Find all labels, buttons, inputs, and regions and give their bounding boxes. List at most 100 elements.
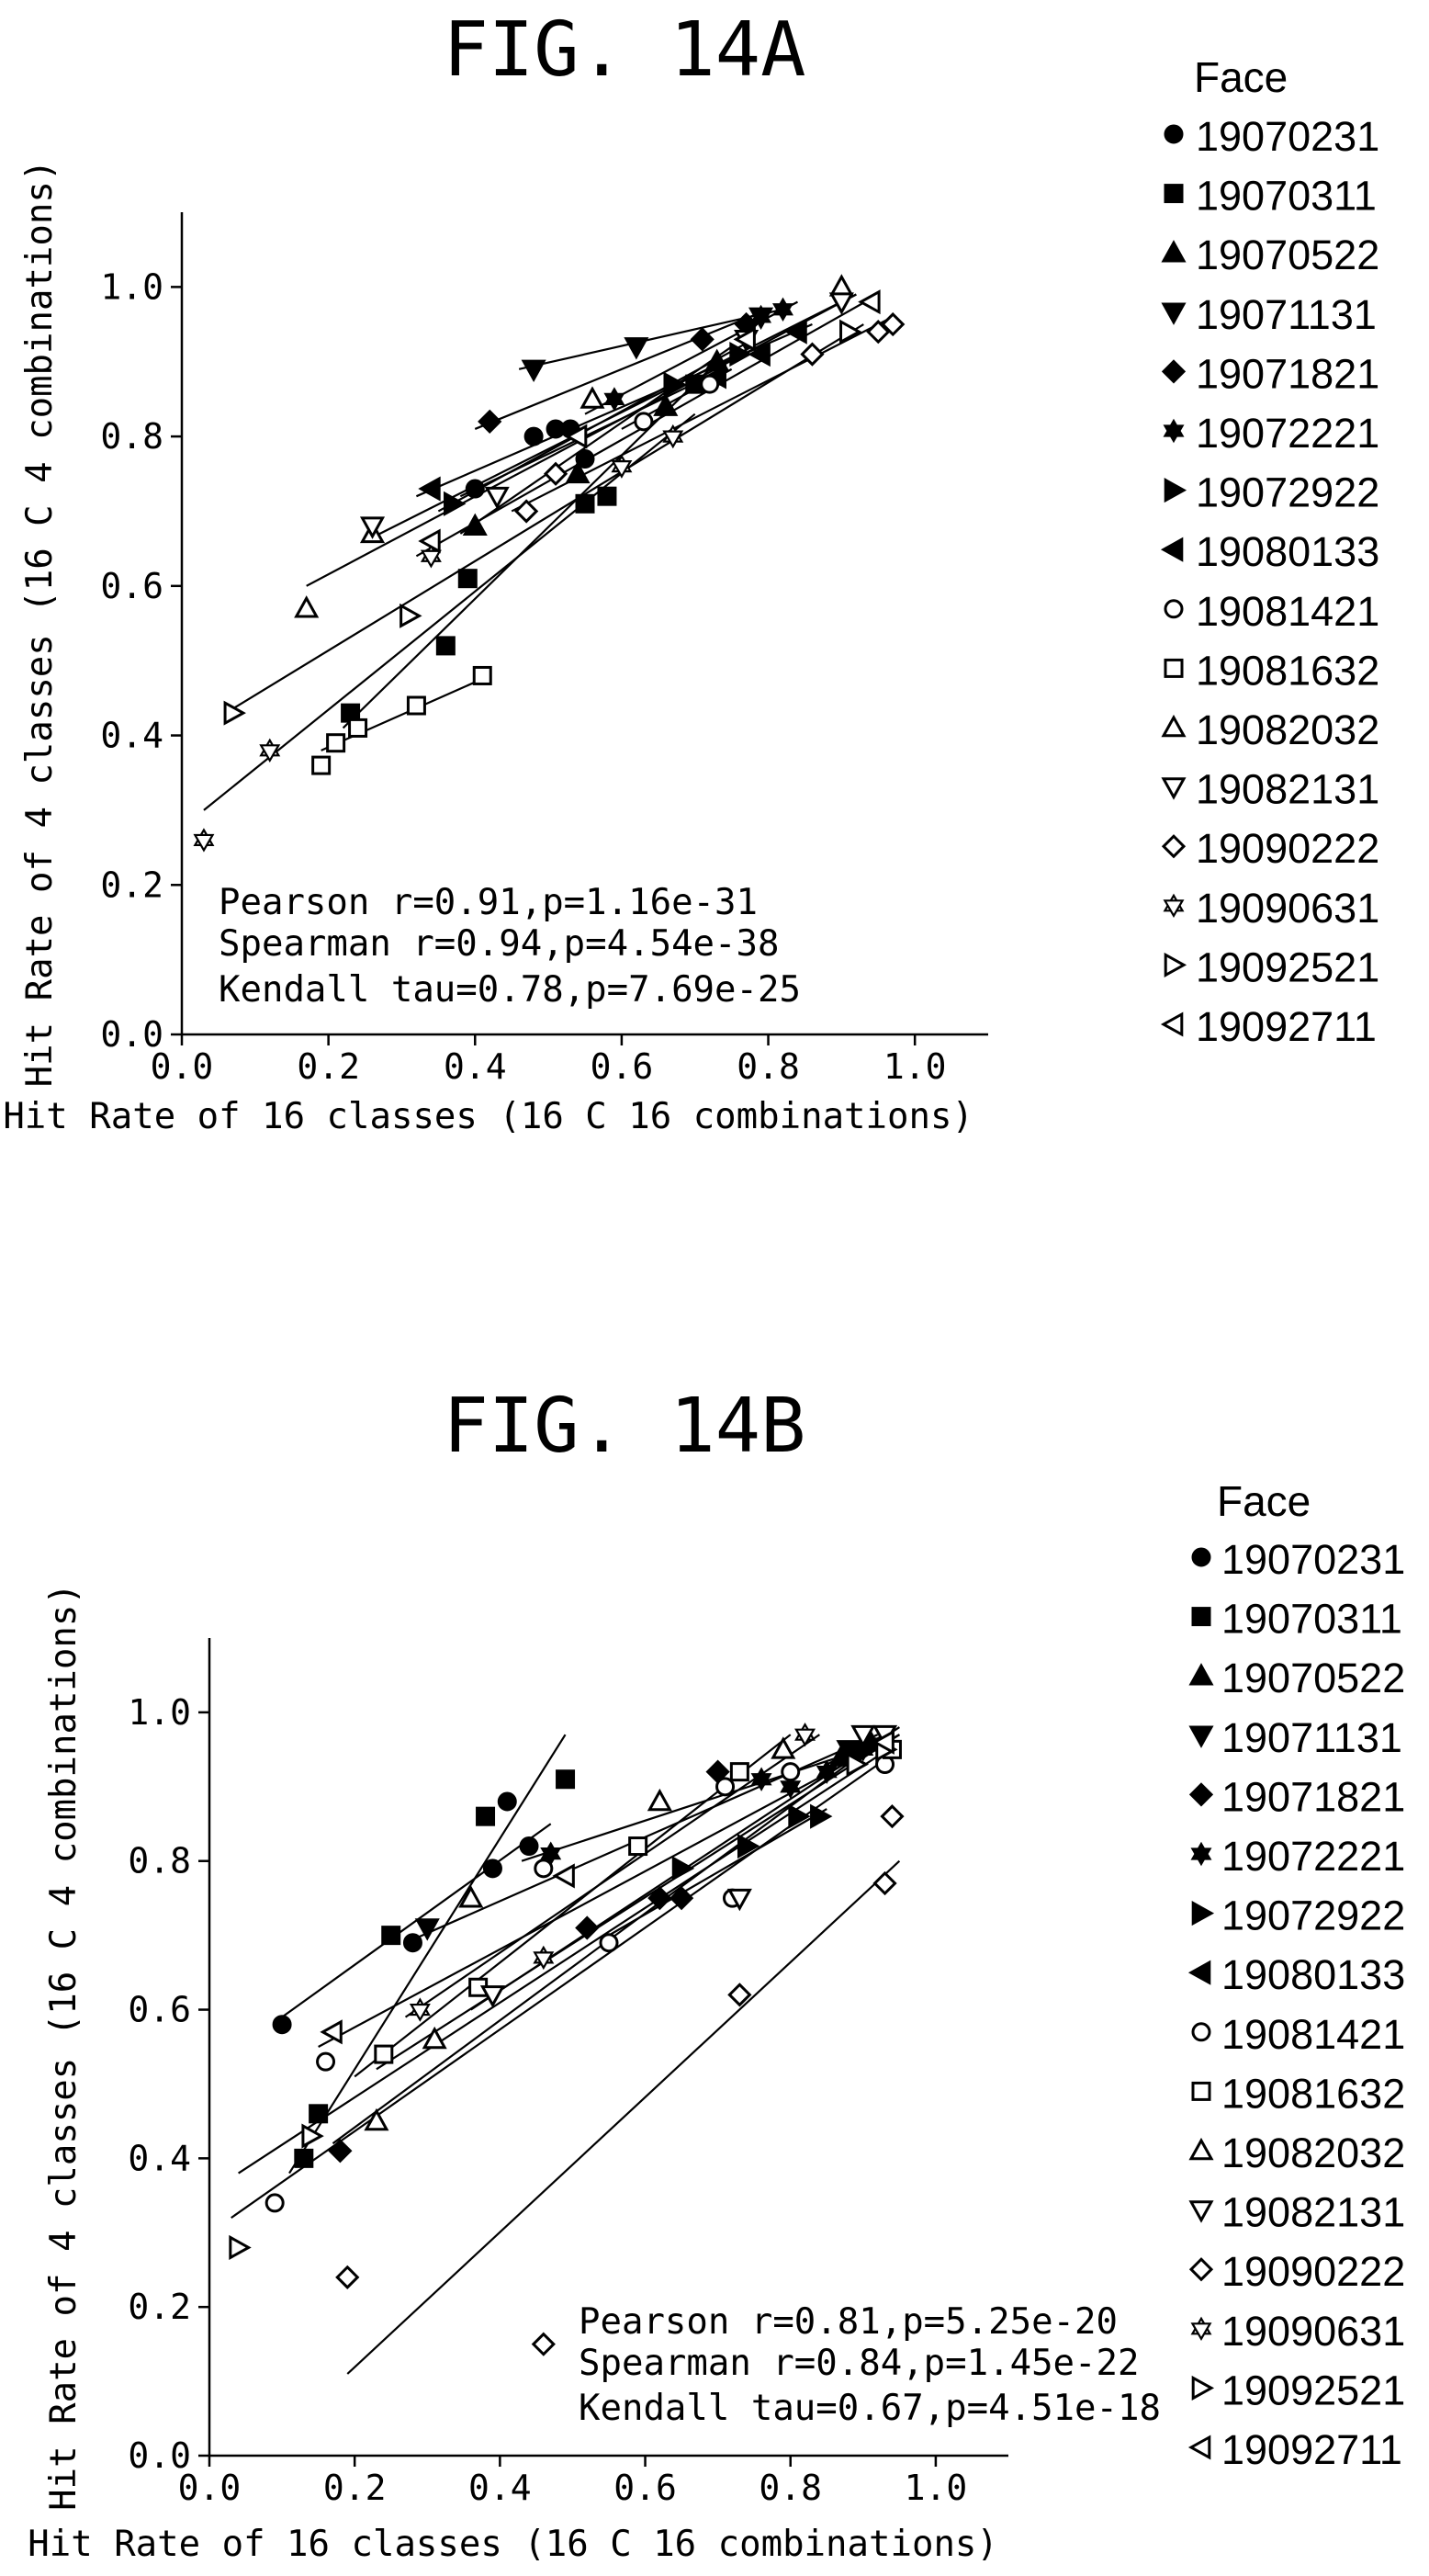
legend-label: 19071821 (1221, 1773, 1405, 1820)
data-point (409, 1997, 431, 2022)
series-19072922 (608, 1808, 827, 1937)
legend-label: 19081421 (1221, 2011, 1405, 2058)
legend-title: Face (1217, 1477, 1311, 1525)
data-point (700, 374, 720, 394)
data-point (858, 289, 881, 315)
star-part-down (409, 2003, 431, 2022)
data-point (800, 342, 825, 367)
data-point (671, 1856, 695, 1881)
legend-marker (1164, 184, 1184, 204)
star-part-down (420, 549, 442, 569)
x-tick-label: 0.6 (613, 2468, 677, 2508)
series-points-19081421 (634, 374, 720, 432)
series-19092521 (238, 1741, 900, 2175)
data-point (750, 1767, 772, 1791)
series-19090222 (346, 1859, 901, 2375)
x-tick-label: 0.8 (737, 1046, 800, 1087)
legend-item: 19082131 (1161, 766, 1379, 813)
legend-item: 19070231 (1164, 113, 1379, 160)
legend-label: 19090631 (1221, 2308, 1405, 2355)
y-tick-label: 0.2 (128, 2287, 191, 2327)
series-19092711 (318, 1734, 900, 2048)
star-part-down (540, 1847, 562, 1866)
data-point (484, 486, 510, 510)
legend-marker (1191, 1607, 1211, 1627)
data-point (348, 717, 368, 738)
data-point (444, 491, 467, 516)
star-part-down (1190, 2322, 1212, 2341)
data-point (552, 1863, 575, 1889)
series-19070311 (288, 1734, 567, 2175)
legend-marker (1161, 302, 1187, 325)
fit-line (518, 308, 783, 370)
legend-marker (1191, 2081, 1211, 2101)
legend-label: 19071131 (1196, 291, 1377, 338)
x-tick-label: 0.0 (178, 2468, 242, 2508)
star-part-down (662, 430, 684, 449)
series-19081632 (376, 1734, 900, 2071)
data-point (575, 449, 595, 469)
legend-marker (1191, 2022, 1211, 2042)
legend-marker (1161, 240, 1187, 263)
data-point (476, 1806, 496, 1826)
data-point (514, 499, 539, 524)
fit-line (474, 308, 769, 430)
data-point (564, 424, 588, 449)
data-point (727, 1983, 752, 2007)
legend-label: 19082131 (1221, 2189, 1405, 2236)
legend-item: 19070522 (1161, 232, 1379, 278)
legend-item: 19070231 (1191, 1536, 1405, 1583)
fit-line (376, 1734, 900, 2071)
data-point (839, 319, 862, 345)
legend-item: 19080133 (1187, 1951, 1405, 1998)
data-point (478, 409, 502, 434)
data-point (259, 738, 281, 763)
legend-label: 19092711 (1221, 2426, 1402, 2473)
stat-annotation: Kendall tau=0.78,p=7.69e-25 (219, 969, 801, 1011)
data-point (414, 1918, 440, 1941)
star-part-down (1190, 1847, 1212, 1867)
data-point (465, 479, 485, 499)
series-points-19070231 (272, 1791, 539, 2035)
data-point (399, 603, 422, 628)
legend-label: 19080133 (1196, 528, 1379, 575)
legend-item: 19081421 (1164, 588, 1379, 635)
legend-marker (1161, 777, 1187, 800)
data-point (381, 1926, 401, 1946)
data-point (771, 1736, 796, 1759)
series-19081421 (231, 1748, 900, 2219)
data-point (556, 1769, 576, 1790)
data-point (326, 733, 346, 753)
y-tick-label: 0.0 (100, 1014, 163, 1055)
data-point (781, 1762, 801, 1782)
data-point (603, 387, 625, 412)
data-point (634, 412, 654, 432)
chart-fig-14b: FIG. 14B 0.0 0.2 0.4 0.6 0.8 1.0 0.0 0.2 0.4 0.6 0.… (28, 1383, 1405, 2565)
data-point (872, 1729, 895, 1755)
legend-marker (1164, 599, 1184, 619)
legend-label: 19070311 (1221, 1596, 1402, 1643)
legend-marker (1187, 1960, 1211, 1985)
x-tick-label: 0.6 (591, 1046, 654, 1087)
legend-label: 19082032 (1221, 2130, 1405, 2176)
data-point (880, 1804, 905, 1829)
data-point (294, 2148, 314, 2168)
legend-label: 19081421 (1196, 588, 1379, 635)
legend-label: 19070231 (1221, 1536, 1405, 1583)
data-point (750, 304, 772, 330)
legend-marker (1190, 1841, 1212, 1867)
series-points-19082032 (364, 1736, 796, 2131)
data-point (523, 426, 544, 446)
data-point (311, 755, 332, 775)
data-point (810, 1803, 833, 1829)
stat-annotation: Pearson r=0.91,p=1.16e-31 (219, 882, 758, 923)
legend-label: 19090222 (1196, 825, 1379, 872)
legend-item: 19070311 (1191, 1596, 1402, 1643)
data-point (653, 393, 679, 416)
data-point (828, 274, 854, 297)
y-tick-label: 0.4 (128, 2138, 191, 2178)
data-point (772, 297, 793, 322)
legend-marker (1163, 893, 1185, 918)
data-point (335, 2265, 360, 2289)
legend-label: 19082032 (1196, 706, 1379, 753)
